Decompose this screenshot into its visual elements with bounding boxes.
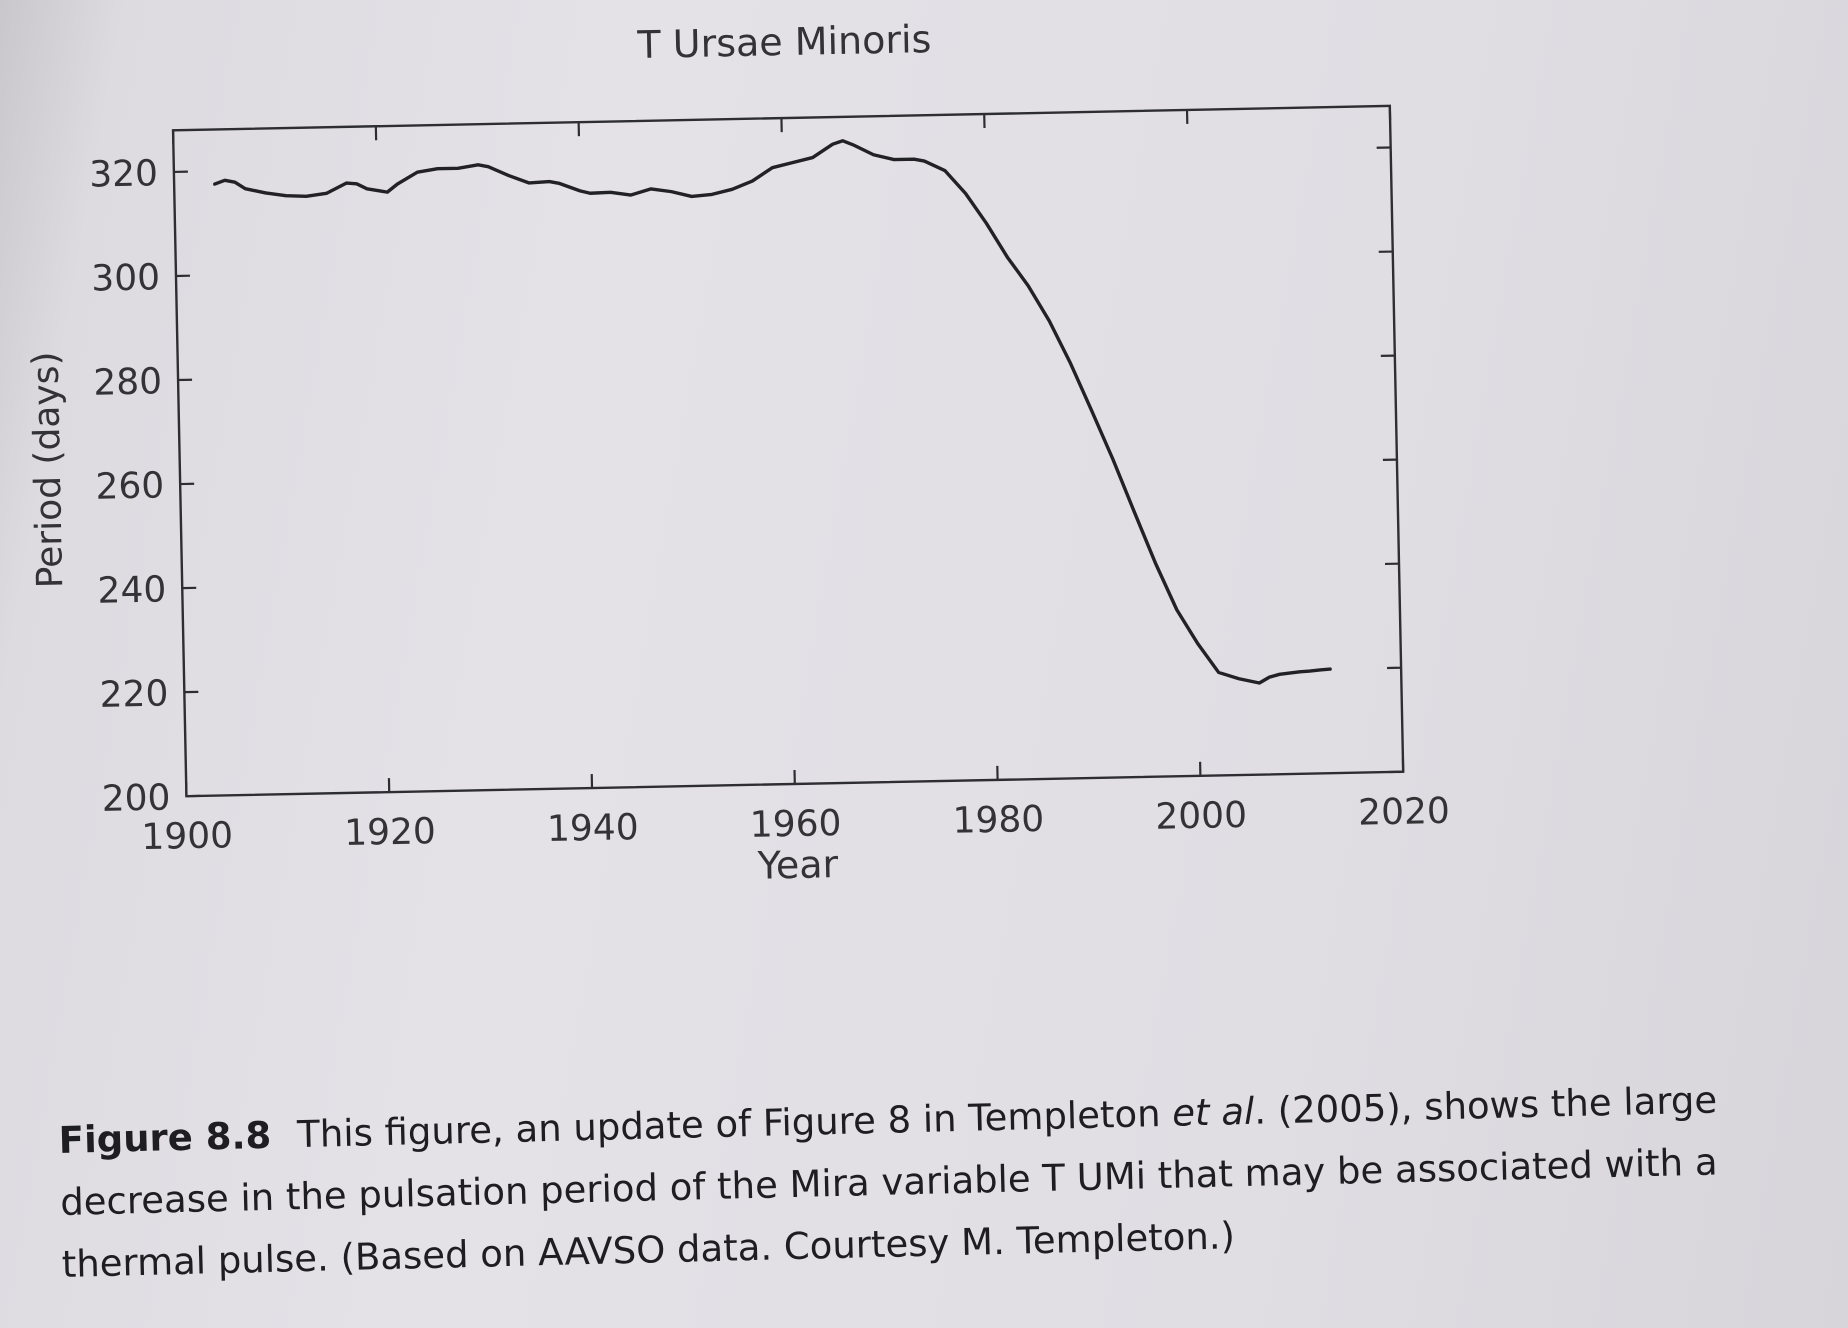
figure-caption: Figure 8.8 This figure, an update of Figu… — [58, 1067, 1822, 1296]
x-tick-label: 1940 — [547, 807, 639, 850]
caption-italic: et al — [1171, 1089, 1255, 1135]
y-tick-label: 200 — [101, 778, 171, 820]
x-axis-label: Year — [756, 842, 839, 888]
y-axis-ticks: 200 220 240 260 280 300 320 — [89, 146, 1404, 820]
y-tick-label: 260 — [95, 465, 165, 507]
x-tick-label: 2020 — [1358, 791, 1450, 834]
y-axis-label: Period (days) — [25, 351, 71, 589]
chart-title: T Ursae Minoris — [636, 17, 932, 67]
figure-label: Figure 8.8 — [58, 1113, 272, 1162]
x-tick-label: 1920 — [344, 811, 436, 854]
x-tick-label: 1980 — [952, 799, 1044, 842]
series-line — [213, 139, 1332, 685]
x-tick-label: 1900 — [141, 815, 233, 858]
series-layer — [213, 139, 1332, 685]
x-tick-label: 1960 — [749, 803, 841, 846]
y-tick-label: 220 — [99, 673, 169, 715]
chart: T Ursae Minoris 1900 1920 1940 1960 1980 2000… — [25, 17, 1450, 888]
y-tick-label: 240 — [97, 569, 167, 611]
caption-text-start: This figure, an update of Figure 8 in Te… — [296, 1091, 1173, 1157]
x-tick-label: 2000 — [1155, 795, 1247, 838]
y-tick-label: 320 — [89, 153, 159, 195]
x-axis-ticks: 1900 1920 1940 1960 1980 2000 2020 — [141, 105, 1450, 858]
plot-frame — [171, 104, 1405, 798]
y-tick-label: 280 — [93, 361, 163, 403]
y-tick-label: 300 — [91, 257, 161, 299]
